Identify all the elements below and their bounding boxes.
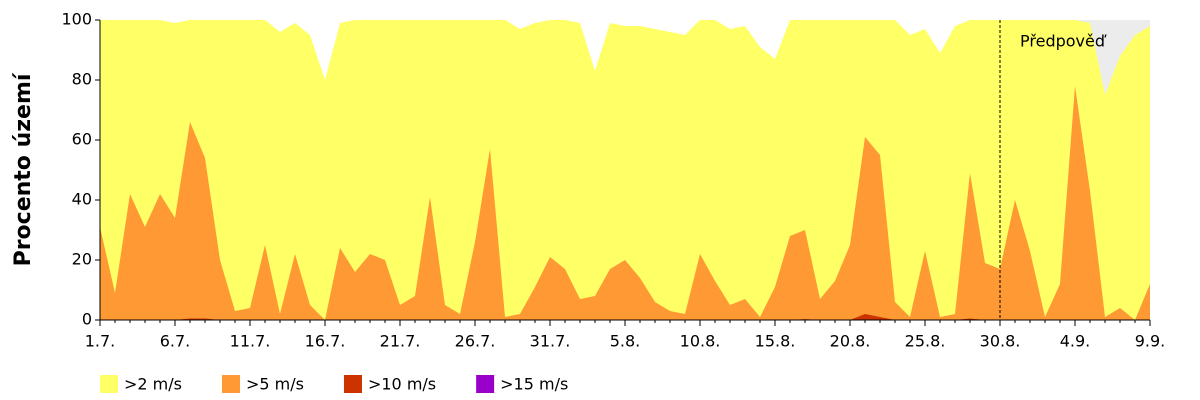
- x-tick-label: 20.8.: [830, 332, 871, 351]
- legend-label: >10 m/s: [368, 375, 436, 394]
- legend-label: >15 m/s: [500, 375, 568, 394]
- x-tick-label: 6.7.: [160, 332, 191, 351]
- x-tick-label: 26.7.: [455, 332, 496, 351]
- x-tick-label: 21.7.: [380, 332, 421, 351]
- x-tick-label: 9.9.: [1135, 332, 1166, 351]
- y-tick-label: 80: [72, 70, 92, 89]
- legend-label: >2 m/s: [124, 375, 182, 394]
- x-tick-label: 31.7.: [530, 332, 571, 351]
- legend-label: >5 m/s: [246, 375, 304, 394]
- y-tick-label: 40: [72, 190, 92, 209]
- legend-swatch: [221, 375, 240, 393]
- x-tick-label: 30.8.: [980, 332, 1021, 351]
- legend-swatch: [476, 375, 495, 393]
- y-tick-label: 100: [61, 10, 92, 29]
- x-tick-label: 4.9.: [1060, 332, 1091, 351]
- legend-swatch: [100, 375, 118, 393]
- x-tick-label: 5.8.: [610, 332, 641, 351]
- x-tick-label: 16.7.: [305, 332, 346, 351]
- x-tick-label: 15.8.: [755, 332, 796, 351]
- y-tick-label: 0: [82, 310, 92, 329]
- x-tick-label: 25.8.: [905, 332, 946, 351]
- annotation: Předpověď: [1020, 32, 1107, 51]
- y-tick-label: 60: [72, 130, 92, 149]
- area: [100, 86, 1150, 320]
- legend-swatch: [343, 375, 362, 393]
- y-tick-label: 20: [72, 250, 92, 269]
- x-tick-label: 10.8.: [680, 332, 721, 351]
- x-tick-label: 1.7.: [85, 332, 116, 351]
- area: [100, 314, 1150, 320]
- x-tick-label: 11.7.: [230, 332, 271, 351]
- y-axis-label: Procento území: [11, 72, 36, 266]
